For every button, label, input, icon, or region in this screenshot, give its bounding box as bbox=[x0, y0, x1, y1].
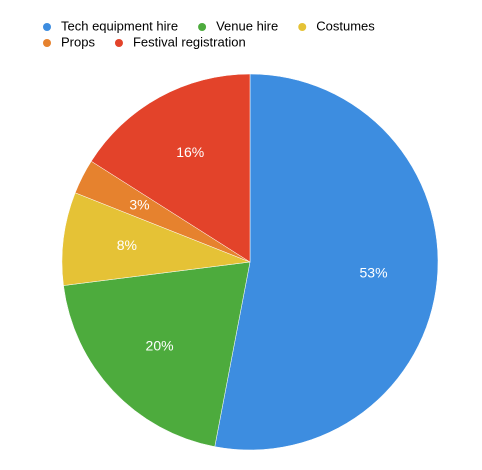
legend-item: Tech equipment hire bbox=[43, 18, 178, 33]
legend-item: Costumes bbox=[298, 18, 375, 33]
pie-slice bbox=[61, 192, 251, 286]
pie bbox=[61, 73, 439, 451]
legend-label: Props bbox=[61, 34, 95, 49]
pie-slice bbox=[214, 73, 439, 451]
legend-swatch bbox=[43, 39, 51, 47]
legend: Tech equipment hire Venue hire Costumes Pro… bbox=[43, 18, 375, 49]
value-label: 16% bbox=[176, 144, 204, 160]
value-label: 20% bbox=[146, 338, 174, 354]
value-label: 53% bbox=[360, 264, 388, 280]
value-labels: 53% 20% 8% 3% 16% bbox=[117, 144, 388, 354]
pie-slice bbox=[63, 261, 251, 447]
legend-swatch bbox=[43, 23, 51, 31]
legend-label: Tech equipment hire bbox=[61, 18, 178, 33]
legend-label: Venue hire bbox=[216, 18, 278, 33]
legend-swatch bbox=[198, 23, 207, 31]
legend-label: Costumes bbox=[316, 18, 375, 33]
legend-item: Venue hire bbox=[198, 18, 278, 33]
pie-slice bbox=[90, 73, 251, 263]
legend-item: Festival registration bbox=[114, 34, 246, 49]
legend-label: Festival registration bbox=[133, 34, 246, 49]
legend-swatch bbox=[298, 23, 307, 31]
legend-item: Props bbox=[43, 34, 95, 49]
value-label: 3% bbox=[129, 196, 149, 212]
value-label: 8% bbox=[117, 237, 137, 253]
legend-swatch bbox=[114, 39, 123, 47]
